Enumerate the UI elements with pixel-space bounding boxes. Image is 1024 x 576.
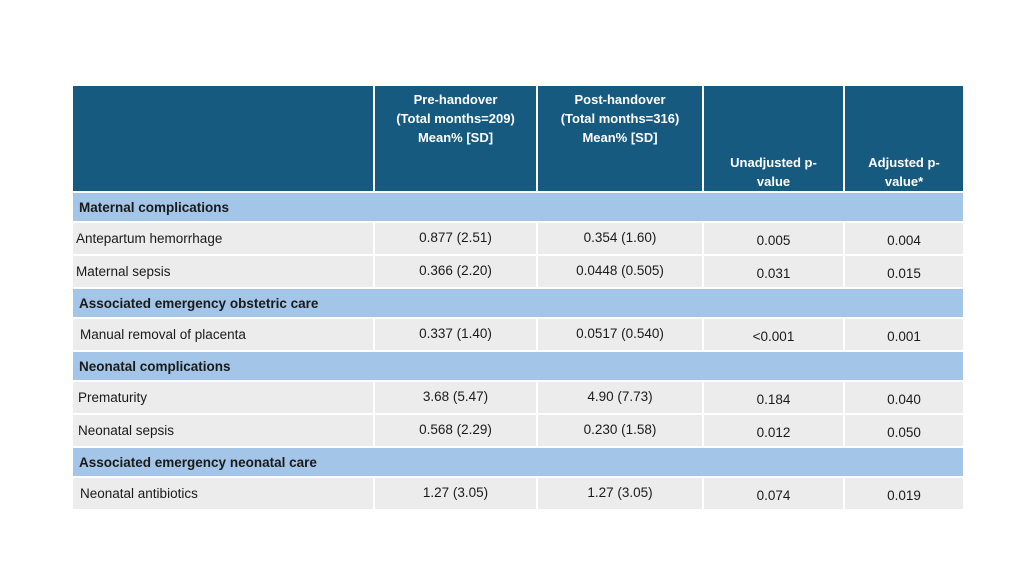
section-title: Maternal complications bbox=[71, 191, 965, 223]
header-unadjusted-p: Unadjusted p- value bbox=[702, 84, 845, 193]
section-title: Associated emergency obstetric care bbox=[71, 287, 965, 319]
header-row: Pre-handover (Total months=209) Mean% [S… bbox=[71, 84, 965, 193]
header-post-handover: Post-handover (Total months=316) Mean% [… bbox=[536, 84, 704, 193]
header-pre-line3: Mean% [SD] bbox=[417, 130, 494, 145]
header-pre-line1: Pre-handover bbox=[413, 92, 498, 107]
table-row: Neonatal antibiotics 1.27 (3.05) 1.27 (3… bbox=[71, 476, 965, 511]
pre-value: 0.568 (2.29) bbox=[373, 413, 538, 448]
section-row: Neonatal complications bbox=[71, 350, 965, 382]
pre-value: 1.27 (3.05) bbox=[373, 476, 538, 511]
unadjusted-p-value: 0.184 bbox=[702, 380, 845, 415]
adjusted-p-value: 0.040 bbox=[843, 380, 965, 415]
adjusted-p-value: 0.050 bbox=[843, 413, 965, 448]
section-title: Neonatal complications bbox=[71, 350, 965, 382]
header-post-line2: (Total months=316) bbox=[560, 111, 680, 126]
row-label: Prematurity bbox=[71, 380, 375, 415]
post-value: 1.27 (3.05) bbox=[536, 476, 704, 511]
post-value: 0.0517 (0.540) bbox=[536, 317, 704, 352]
post-value: 0.230 (1.58) bbox=[536, 413, 704, 448]
header-label-cell bbox=[71, 84, 375, 193]
header-pre-handover: Pre-handover (Total months=209) Mean% [S… bbox=[373, 84, 538, 193]
table-row: Manual removal of placenta 0.337 (1.40) … bbox=[71, 317, 965, 352]
row-label: Maternal sepsis bbox=[71, 254, 375, 289]
post-value: 4.90 (7.73) bbox=[536, 380, 704, 415]
section-row: Associated emergency obstetric care bbox=[71, 287, 965, 319]
table-row: Neonatal sepsis 0.568 (2.29) 0.230 (1.58… bbox=[71, 413, 965, 448]
adjusted-p-value: 0.015 bbox=[843, 254, 965, 289]
unadjusted-p-value: 0.031 bbox=[702, 254, 845, 289]
header-pre-line2: (Total months=209) bbox=[396, 111, 515, 126]
row-label: Manual removal of placenta bbox=[71, 317, 375, 352]
table-row: Prematurity 3.68 (5.47) 4.90 (7.73) 0.18… bbox=[71, 380, 965, 415]
header-adjusted-p: Adjusted p- value* bbox=[843, 84, 965, 193]
row-label: Neonatal antibiotics bbox=[71, 476, 375, 511]
adjusted-p-value: 0.019 bbox=[843, 476, 965, 511]
pre-value: 3.68 (5.47) bbox=[373, 380, 538, 415]
results-table: Pre-handover (Total months=209) Mean% [S… bbox=[71, 84, 965, 511]
pre-value: 0.877 (2.51) bbox=[373, 221, 538, 256]
row-label: Neonatal sepsis bbox=[71, 413, 375, 448]
unadjusted-p-value: <0.001 bbox=[702, 317, 845, 352]
header-unadj-line1: Unadjusted p- bbox=[730, 155, 817, 170]
header-adj-line1: Adjusted p- bbox=[868, 155, 940, 170]
header-post-line1: Post-handover bbox=[574, 92, 666, 107]
table-row: Maternal sepsis 0.366 (2.20) 0.0448 (0.5… bbox=[71, 254, 965, 289]
post-value: 0.0448 (0.505) bbox=[536, 254, 704, 289]
section-title: Associated emergency neonatal care bbox=[71, 446, 965, 478]
unadjusted-p-value: 0.005 bbox=[702, 221, 845, 256]
row-label: Antepartum hemorrhage bbox=[71, 221, 375, 256]
unadjusted-p-value: 0.074 bbox=[702, 476, 845, 511]
adjusted-p-value: 0.004 bbox=[843, 221, 965, 256]
header-unadj-line2: value bbox=[756, 174, 791, 189]
header-post-line3: Mean% [SD] bbox=[582, 130, 658, 145]
adjusted-p-value: 0.001 bbox=[843, 317, 965, 352]
unadjusted-p-value: 0.012 bbox=[702, 413, 845, 448]
pre-value: 0.366 (2.20) bbox=[373, 254, 538, 289]
post-value: 0.354 (1.60) bbox=[536, 221, 704, 256]
section-row: Associated emergency neonatal care bbox=[71, 446, 965, 478]
header-adj-line2: value* bbox=[884, 174, 924, 189]
pre-value: 0.337 (1.40) bbox=[373, 317, 538, 352]
section-row: Maternal complications bbox=[71, 191, 965, 223]
table-row: Antepartum hemorrhage 0.877 (2.51) 0.354… bbox=[71, 221, 965, 256]
